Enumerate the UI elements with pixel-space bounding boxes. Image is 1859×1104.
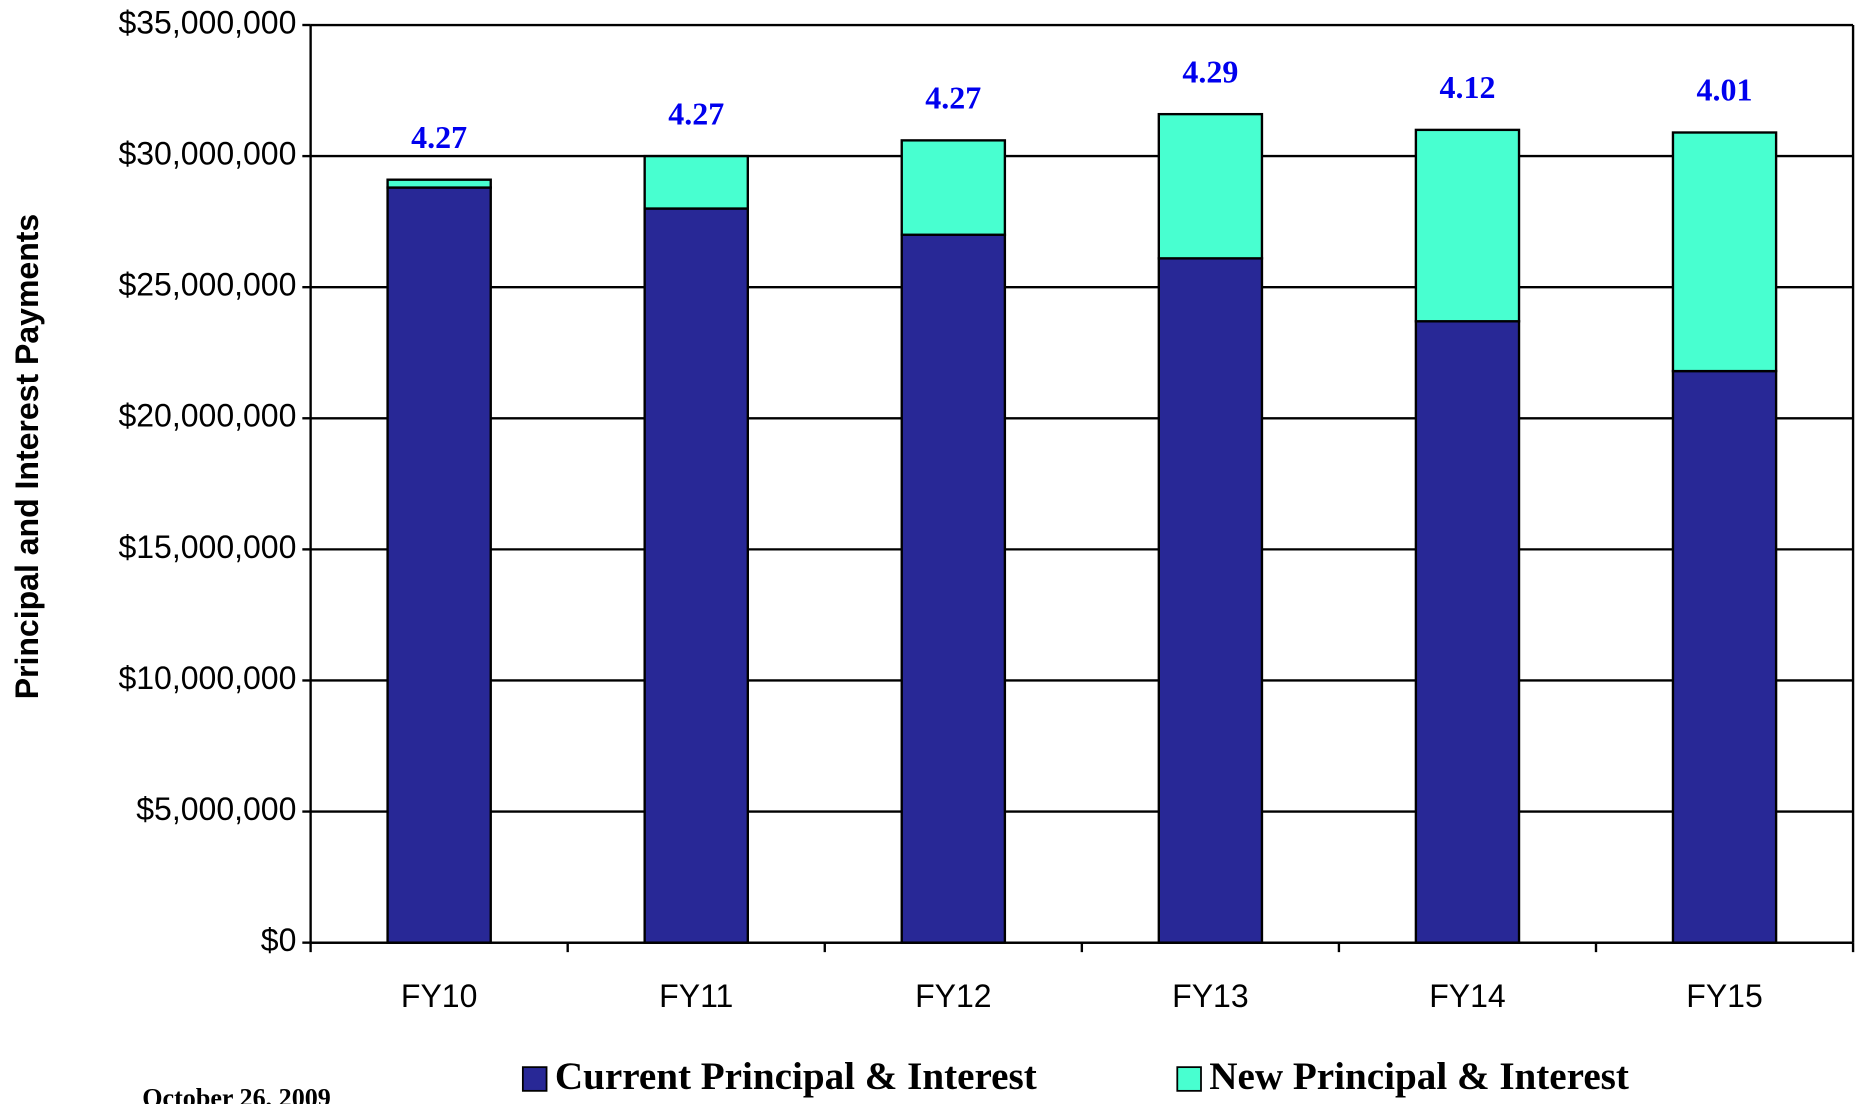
legend-label: Current Principal & Interest — [555, 1055, 1037, 1098]
bar-segment — [900, 139, 1007, 236]
bar-segment — [386, 186, 492, 944]
legend-swatch — [521, 1066, 548, 1092]
top-label: 4.27 — [411, 119, 467, 155]
x-tick-label: FY13 — [1172, 978, 1248, 1014]
y-tick-label: $35,000,000 — [118, 4, 296, 40]
top-label: 4.12 — [1439, 69, 1495, 105]
x-tick-label: FY11 — [659, 978, 733, 1014]
y-tick-label: $10,000,000 — [118, 660, 296, 696]
y-tick-label: $30,000,000 — [118, 136, 296, 172]
y-tick-label: $5,000,000 — [136, 791, 296, 827]
x-tick-label: FY15 — [1686, 978, 1762, 1014]
y-tick-label: $20,000,000 — [118, 398, 296, 434]
top-label: 4.29 — [1182, 53, 1238, 89]
y-axis-label: Principal and Interest Payments — [9, 214, 45, 700]
bar-segment — [1671, 369, 1778, 944]
top-label: 4.27 — [925, 80, 981, 116]
y-tick-label: $15,000,000 — [118, 529, 296, 565]
bar-segment — [1157, 257, 1264, 944]
bar-segment — [900, 233, 1007, 944]
y-tick-label: $25,000,000 — [118, 267, 296, 303]
footnote: October 26, 2009 — [142, 1083, 331, 1104]
bar-segment — [1157, 112, 1264, 260]
top-label: 4.27 — [668, 95, 724, 131]
legend-label: New Principal & Interest — [1209, 1055, 1629, 1098]
bar-segment — [643, 154, 749, 210]
bar-segment — [643, 207, 749, 944]
y-tick-label: $0 — [261, 922, 297, 958]
top-label: 4.01 — [1697, 72, 1753, 108]
legend-swatch — [1176, 1066, 1202, 1092]
x-tick-label: FY14 — [1429, 978, 1505, 1014]
bar-segment — [386, 178, 492, 189]
bar-segment — [1414, 320, 1521, 944]
x-tick-label: FY10 — [401, 978, 477, 1014]
x-tick-label: FY12 — [915, 978, 991, 1014]
bar-segment — [1414, 128, 1521, 323]
bar-segment — [1671, 131, 1778, 373]
